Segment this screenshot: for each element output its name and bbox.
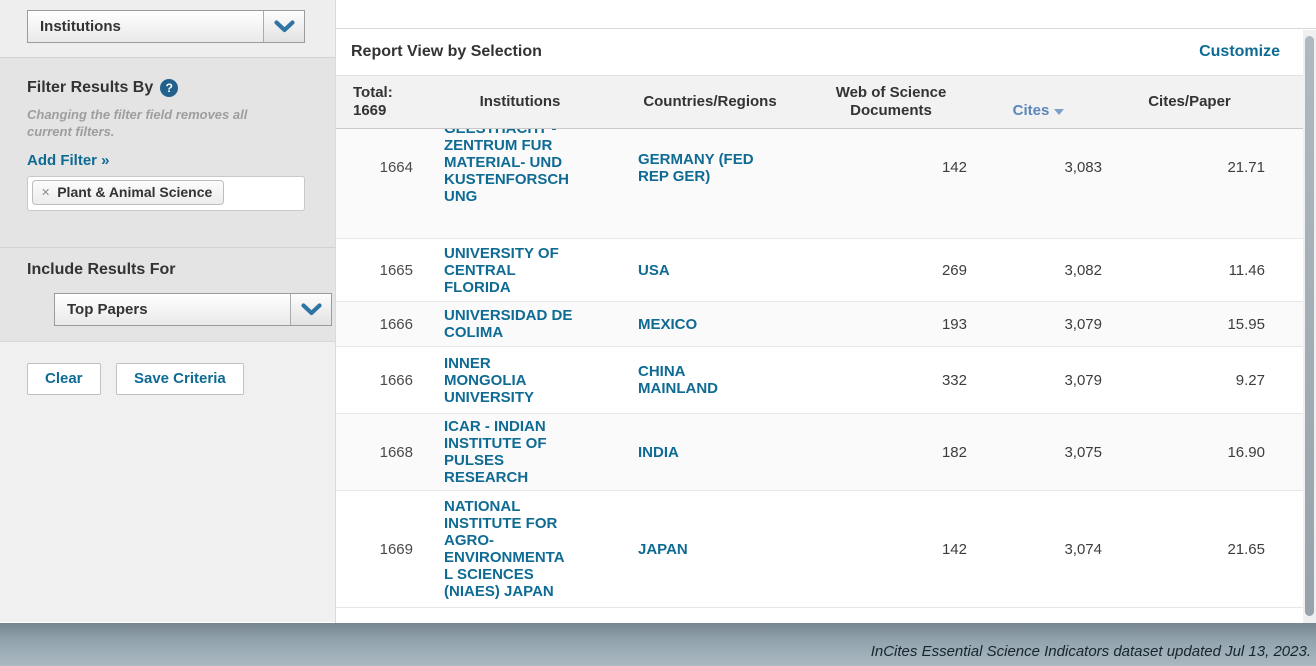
entity-dropdown[interactable]: Institutions [27,10,305,43]
top-strip [336,0,1316,29]
country-link[interactable]: CHINA MAINLAND [638,363,718,397]
rank-cell: 1666 [379,371,413,389]
top-papers-dropdown-value: Top Papers [67,301,148,318]
documents-cell: 142 [941,540,967,558]
dataset-footer: InCites Essential Science Indicators dat… [0,623,1316,666]
clear-button[interactable]: Clear [27,363,101,395]
entity-selector-section: Institutions [0,0,335,57]
country-link[interactable]: MEXICO [638,315,698,333]
cites-header-label: Cites [1012,102,1050,119]
cites-per-paper-cell: 21.71 [1227,159,1265,176]
include-results-title: Include Results For [27,261,176,278]
rank-cell: 1664 [379,159,413,176]
rank-cell: 1665 [379,261,413,279]
table-row: 1669 NATIONAL INSTITUTE FOR AGRO- ENVIRO… [336,490,1316,608]
documents-cell: 182 [941,443,967,461]
scrollbar-thumb[interactable] [1305,36,1314,616]
filter-chip-label: Plant & Animal Science [57,184,213,200]
institution-link[interactable]: UNIVERSITY OF CENTRAL FLORIDA [444,244,559,296]
rank-cell: 1669 [379,540,413,558]
column-header-cites[interactable]: Cites [971,84,1106,120]
filter-section: Filter Results By ? Changing the filter … [0,57,335,247]
top-papers-dropdown[interactable]: Top Papers [54,293,332,326]
vertical-scrollbar[interactable] [1303,30,1316,623]
column-header-cites-per-paper[interactable]: Cites/Paper [1148,93,1231,110]
documents-cell: 332 [941,371,967,389]
column-header-institutions[interactable]: Institutions [479,93,561,110]
rank-cell: 1668 [379,443,413,461]
country-link[interactable]: JAPAN [638,540,688,558]
table-body: 1664 GEESTHACHT - ZENTRUM FUR MATERIAL- … [336,129,1316,608]
sidebar: Institutions Filter Results By ? Changin… [0,0,335,623]
filter-section-title: Filter Results By [27,79,154,96]
institution-link[interactable]: NATIONAL INSTITUTE FOR AGRO- ENVIRONMENT… [444,498,565,600]
report-title: Report View by Selection [351,43,542,60]
filter-note: Changing the filter field removes all cu… [27,107,248,139]
documents-cell: 269 [941,261,967,279]
cites-cell: 3,079 [1064,315,1102,333]
documents-cell: 142 [941,159,967,176]
table-header-row: Total: 1669 Institutions Countries/Regio… [336,76,1316,129]
institution-link[interactable]: INNER MONGOLIA UNIVERSITY [444,354,535,406]
cites-per-paper-cell: 11.46 [1228,261,1265,279]
sort-desc-icon [1054,109,1065,115]
save-criteria-button[interactable]: Save Criteria [115,363,244,395]
cites-cell: 3,082 [1064,261,1102,279]
chevron-down-icon[interactable] [290,294,331,325]
cites-per-paper-cell: 21.65 [1227,540,1265,558]
table-row: 1665 UNIVERSITY OF CENTRAL FLORIDA USA 2… [336,238,1316,301]
include-results-section: Include Results For Top Papers [0,247,335,341]
institution-link[interactable]: UNIVERSIDAD DE COLIMA [444,307,573,341]
cites-per-paper-cell: 15.95 [1227,315,1265,333]
report-header: Report View by Selection Customize [336,29,1316,76]
column-header-documents[interactable]: Web of Science Documents [835,84,947,119]
criteria-actions: Clear Save Criteria [0,341,335,622]
country-link[interactable]: GERMANY (FED REP GER) [638,151,754,185]
customize-link[interactable]: Customize [1199,43,1280,60]
rank-cell: 1666 [379,315,413,333]
table-row: 1666 UNIVERSIDAD DE COLIMA MEXICO 193 3,… [336,301,1316,346]
dataset-updated-text: InCites Essential Science Indicators dat… [870,643,1311,660]
country-link[interactable]: USA [638,261,670,279]
table-row: 1666 INNER MONGOLIA UNIVERSITY CHINA MAI… [336,346,1316,413]
column-header-countries[interactable]: Countries/Regions [643,93,777,110]
report-panel: Report View by Selection Customize Total… [335,0,1316,623]
cites-cell: 3,083 [1064,159,1102,176]
cites-per-paper-cell: 16.90 [1227,443,1265,461]
table-row: 1664 GEESTHACHT - ZENTRUM FUR MATERIAL- … [336,129,1316,238]
cites-per-paper-cell: 9.27 [1235,371,1265,389]
filter-chip[interactable]: ✕ Plant & Animal Science [32,180,225,205]
column-header-total: Total: 1669 [353,84,393,119]
institution-link[interactable]: ICAR - INDIAN INSTITUTE OF PULSES RESEAR… [444,418,547,486]
remove-filter-icon[interactable]: ✕ [41,186,51,199]
institution-link[interactable]: GEESTHACHT - ZENTRUM FUR MATERIAL- UND K… [444,129,570,205]
table-row: 1668 ICAR - INDIAN INSTITUTE OF PULSES R… [336,413,1316,490]
help-icon[interactable]: ? [160,79,179,97]
active-filters-box: ✕ Plant & Animal Science [27,176,305,211]
add-filter-link[interactable]: Add Filter » [27,152,110,169]
cites-cell: 3,075 [1064,443,1102,461]
cites-cell: 3,079 [1064,371,1102,389]
entity-dropdown-value: Institutions [40,18,121,35]
chevron-down-icon[interactable] [263,11,304,42]
documents-cell: 193 [941,315,967,333]
cites-cell: 3,074 [1064,540,1102,558]
country-link[interactable]: INDIA [638,443,679,461]
